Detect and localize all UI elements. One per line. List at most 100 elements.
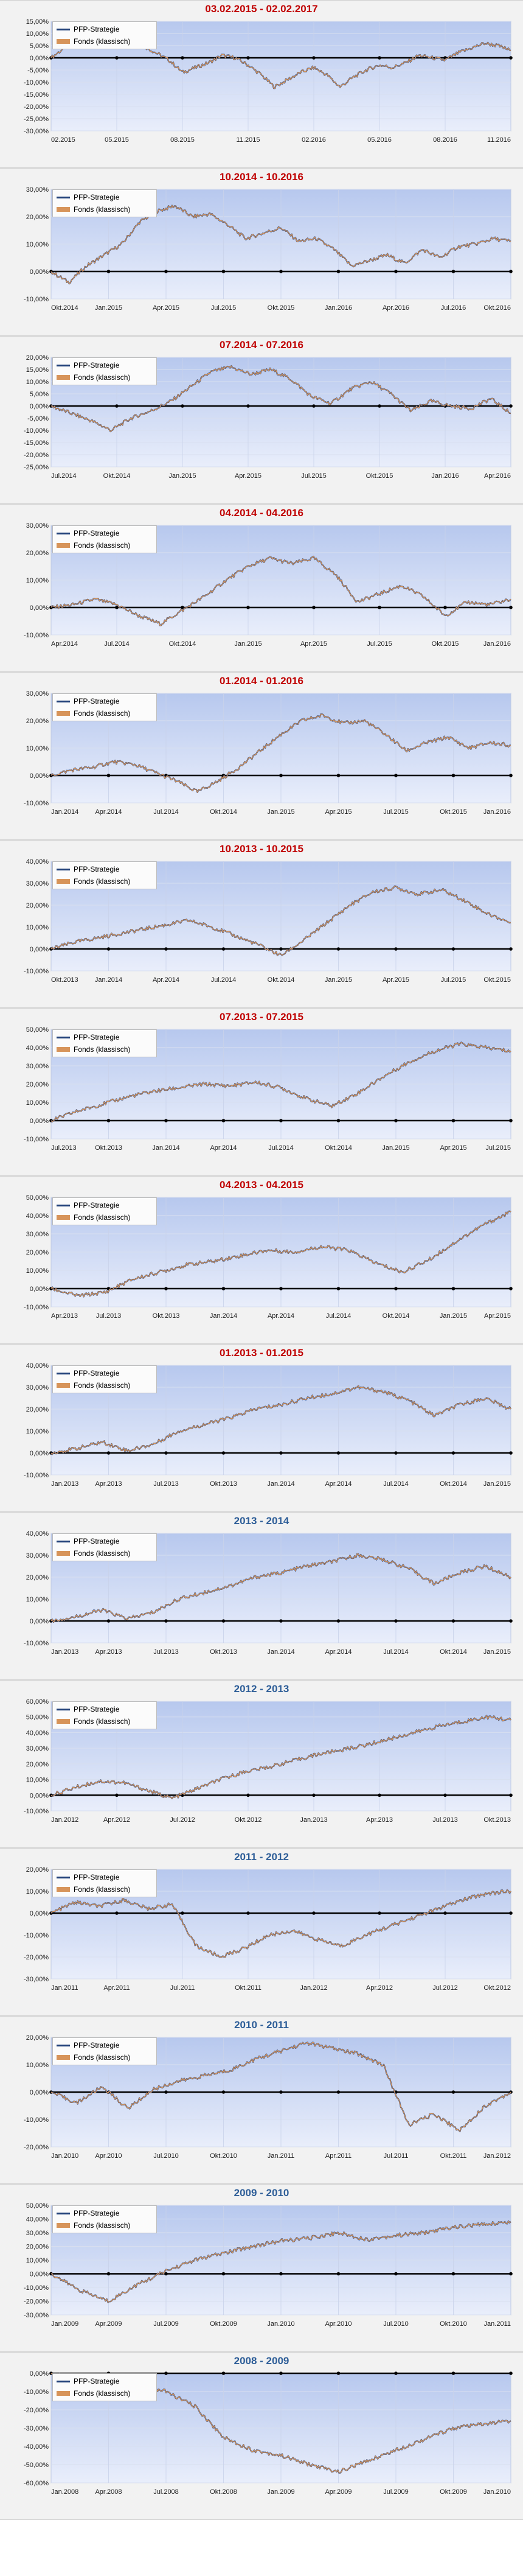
- x-tick-label: Okt.2010: [440, 2320, 467, 2328]
- zero-marker: [164, 1451, 168, 1455]
- chart-title: 10.2014 - 10.2016: [219, 171, 303, 183]
- legend-swatch: [57, 196, 70, 198]
- chart-title: 07.2014 - 07.2016: [219, 339, 303, 351]
- x-tick-label: Apr.2014: [51, 640, 78, 648]
- x-tick-label: Apr.2008: [95, 2488, 122, 2496]
- y-tick-label: -20,00%: [24, 2298, 49, 2306]
- zero-marker: [279, 270, 283, 273]
- y-tick-label: -20,00%: [24, 452, 49, 459]
- zero-marker: [443, 1793, 447, 1797]
- legend-swatch: [57, 711, 70, 716]
- x-tick-label: Okt.2009: [210, 2320, 237, 2328]
- zero-marker: [181, 606, 184, 609]
- y-tick-label: 5,00%: [30, 43, 49, 50]
- zero-marker: [106, 270, 111, 273]
- x-tick-label: Jul.2012: [170, 1816, 195, 1824]
- x-tick-label: Apr.2014: [325, 1648, 352, 1656]
- zero-marker: [246, 606, 250, 609]
- zero-marker: [336, 1119, 341, 1122]
- x-tick-label: Apr.2012: [103, 1816, 130, 1824]
- legend-item: PFP-Strategie: [53, 864, 119, 874]
- zero-marker: [336, 270, 341, 273]
- legend-label: PFP-Strategie: [74, 1033, 120, 1041]
- x-tick-label: Okt.2015: [440, 808, 467, 816]
- zero-marker: [451, 1119, 455, 1122]
- chart-panel: 2012 - 2013 60,00% 50,00% 40,00% 30,00% 20,00…: [0, 1680, 523, 1848]
- zero-marker: [246, 1911, 250, 1915]
- legend-item: Fonds (klassisch): [53, 373, 130, 382]
- series-line-fund: [50, 556, 511, 626]
- zero-marker: [336, 2272, 341, 2276]
- x-tick-label: 11.2016: [487, 136, 511, 144]
- x-tick-label: Okt.2015: [432, 640, 459, 648]
- legend-swatch: [57, 1383, 70, 1388]
- y-tick-label: 0,00%: [30, 1792, 49, 1799]
- zero-marker: [394, 1287, 398, 1290]
- y-tick-label: 10,00%: [26, 1267, 49, 1275]
- legend-item: Fonds (klassisch): [53, 37, 130, 46]
- chart-panel: 04.2013 - 04.2015 50,00% 40,00% 30,00% 20,00…: [0, 1176, 523, 1344]
- zero-marker: [509, 774, 513, 777]
- x-tick-label: Apr.2014: [153, 976, 179, 984]
- x-tick-label: Okt.2008: [210, 2488, 237, 2496]
- chart-panel: 2008 - 2009 0,00% -10,00% -20,00% -30,00% -40…: [0, 2352, 523, 2520]
- y-tick-label: 20,00%: [26, 1249, 49, 1256]
- x-tick-label: Jan.2014: [51, 808, 78, 816]
- y-tick-label: 0,00%: [30, 1118, 49, 1125]
- x-tick-label: Apr.2015: [235, 472, 262, 480]
- series-line-fund: [50, 1715, 511, 1799]
- x-tick-label: Jul.2009: [383, 2488, 409, 2496]
- x-tick-label: Jan.2014: [267, 1648, 294, 1656]
- zero-marker: [221, 947, 226, 951]
- legend-label: Fonds (klassisch): [74, 2221, 131, 2230]
- legend-swatch: [57, 1540, 70, 1542]
- zero-marker: [221, 270, 226, 273]
- x-tick-label: Apr.2010: [325, 2320, 352, 2328]
- zero-marker: [221, 2272, 226, 2276]
- zero-marker: [336, 1619, 341, 1623]
- zero-marker: [106, 2272, 111, 2276]
- legend-swatch: [57, 2380, 70, 2382]
- y-tick-label: 10,00%: [26, 1888, 49, 1895]
- legend-label: Fonds (klassisch): [74, 877, 131, 886]
- legend-swatch: [57, 2223, 70, 2228]
- legend-swatch: [57, 1036, 70, 1038]
- legend-item: PFP-Strategie: [53, 192, 119, 202]
- chart-title: 2008 - 2009: [234, 2355, 289, 2367]
- x-tick-label: Jul.2012: [432, 1984, 458, 1992]
- x-tick-label: Jan.2010: [267, 2320, 294, 2328]
- y-tick-label: 10,00%: [26, 1428, 49, 1435]
- legend-label: PFP-Strategie: [74, 2377, 120, 2385]
- zero-marker: [312, 1911, 316, 1915]
- y-tick-label: 0,00%: [30, 1286, 49, 1293]
- zero-marker: [451, 947, 455, 951]
- zero-marker: [394, 1451, 398, 1455]
- x-tick-label: Okt.2011: [235, 1984, 262, 1992]
- series-line-fund: [50, 2042, 511, 2132]
- y-tick-label: 10,00%: [26, 2062, 49, 2069]
- legend-item: Fonds (klassisch): [53, 2053, 130, 2062]
- y-tick-label: -10,00%: [24, 1304, 49, 1311]
- y-tick-label: 60,00%: [26, 1698, 49, 1706]
- y-tick-label: -20,00%: [24, 2144, 49, 2151]
- x-tick-label: Jan.2014: [95, 976, 122, 984]
- zero-marker: [312, 606, 316, 609]
- y-tick-label: 10,00%: [26, 2257, 49, 2264]
- x-tick-label: Apr.2011: [103, 1984, 130, 1992]
- x-tick-label: Jul.2014: [153, 808, 179, 816]
- legend-swatch: [57, 2044, 70, 2046]
- zero-marker: [279, 2090, 283, 2094]
- y-tick-label: 10,00%: [26, 1099, 49, 1107]
- zero-marker: [451, 1451, 455, 1455]
- chart-panel: 2011 - 2012 20,00% 10,00% 0,00% -10,00% -20,0…: [0, 1848, 523, 2016]
- zero-marker: [221, 1287, 226, 1290]
- x-tick-label: Jul.2013: [153, 1648, 179, 1656]
- legend-item: PFP-Strategie: [53, 2376, 119, 2386]
- y-tick-label: -10,00%: [24, 2284, 49, 2292]
- x-tick-label: Apr.2015: [484, 1312, 511, 1320]
- y-tick-label: 15,00%: [26, 18, 49, 26]
- y-tick-label: 15,00%: [26, 366, 49, 374]
- legend-item: PFP-Strategie: [53, 696, 119, 706]
- y-tick-label: 40,00%: [26, 858, 49, 866]
- y-tick-label: 0,00%: [30, 946, 49, 953]
